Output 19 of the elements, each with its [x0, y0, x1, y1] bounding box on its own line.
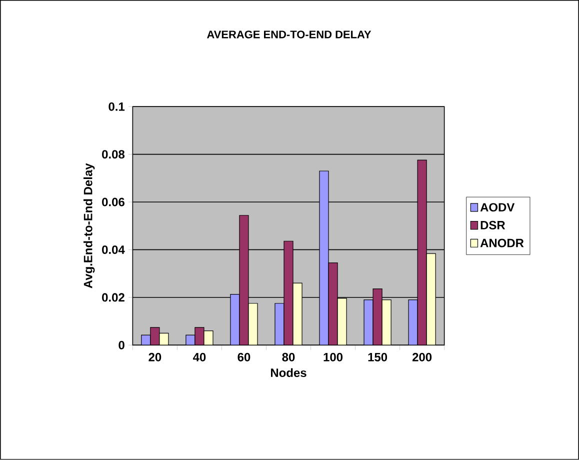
x-tick-label: 40	[192, 353, 206, 362]
x-tick-label: 200	[412, 353, 432, 362]
y-tick-label: 0.02	[102, 293, 124, 302]
x-tick-label: 20	[148, 353, 162, 362]
x-tick-label: 80	[282, 353, 295, 362]
y-axis-title: Avg.End-to-End Delay	[84, 163, 95, 288]
y-tick-label: 0	[118, 340, 124, 350]
x-tick-label: 150	[368, 353, 388, 362]
legend-label: ANODR	[480, 238, 524, 248]
y-tick-label: 0.06	[102, 198, 124, 206]
x-axis-title: Nodes	[270, 368, 306, 378]
y-tick-label: 0.04	[102, 246, 125, 254]
y-tick-label: 0.1	[108, 102, 125, 111]
legend-label: DSR	[480, 221, 506, 230]
x-tick-label: 60	[238, 353, 250, 362]
y-tick-label: 0.08	[102, 150, 125, 159]
x-tick-label: 100	[324, 353, 343, 362]
chart-title: AVERAGE END-TO-END DELAY	[206, 30, 372, 38]
legend-label: AODV	[480, 203, 515, 212]
